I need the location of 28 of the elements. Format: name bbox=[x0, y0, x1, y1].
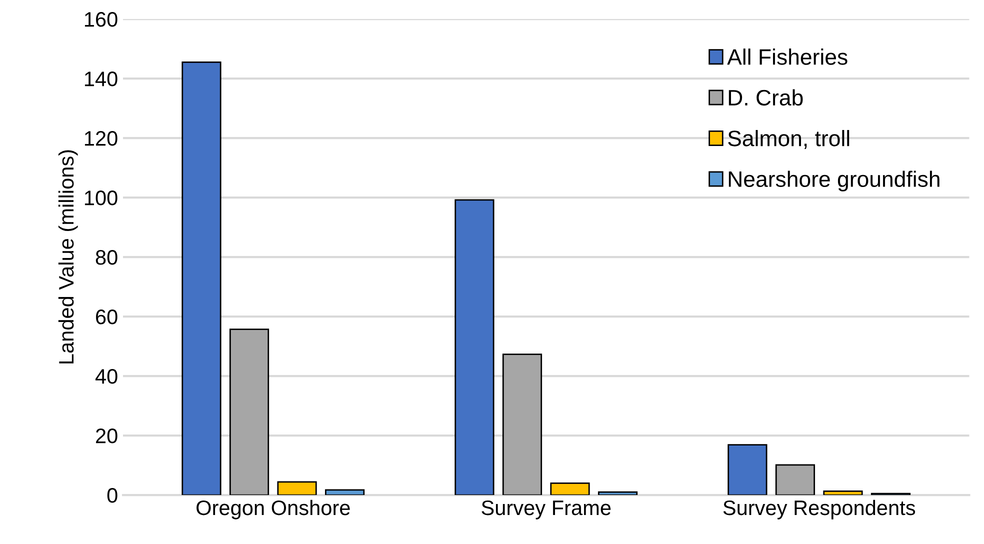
legend-label: Salmon, troll bbox=[728, 130, 850, 149]
x-tick-label: Survey Respondents bbox=[723, 500, 916, 520]
y-tick-label: 100 bbox=[84, 190, 118, 206]
bar bbox=[277, 481, 317, 496]
x-tick-label: Oregon Onshore bbox=[196, 500, 350, 520]
bar bbox=[229, 328, 270, 496]
legend-label: Nearshore groundfish bbox=[728, 170, 940, 192]
x-tick-label: Survey Frame bbox=[482, 500, 611, 520]
y-tick-label: 0 bbox=[107, 488, 118, 503]
bar bbox=[182, 61, 222, 496]
y-tick-label: 160 bbox=[84, 12, 118, 27]
y-tick-label: 40 bbox=[95, 369, 118, 384]
bar bbox=[502, 354, 542, 496]
legend-label: All Fisheries bbox=[727, 48, 848, 65]
bar bbox=[823, 490, 863, 496]
y-tick-label: 60 bbox=[96, 310, 118, 324]
y-tick-label: 20 bbox=[96, 428, 118, 444]
y-axis-title: Landed Value (millions) bbox=[58, 150, 78, 364]
bar bbox=[598, 491, 638, 496]
legend-label: D. Crab bbox=[728, 89, 803, 106]
bar bbox=[550, 482, 590, 496]
bar bbox=[728, 444, 768, 496]
bar bbox=[775, 464, 816, 496]
y-tick-label: 140 bbox=[84, 72, 118, 86]
y-tick-label: 120 bbox=[84, 131, 118, 146]
bar bbox=[454, 199, 494, 496]
bar bbox=[324, 489, 365, 496]
y-tick-label: 80 bbox=[96, 250, 118, 265]
